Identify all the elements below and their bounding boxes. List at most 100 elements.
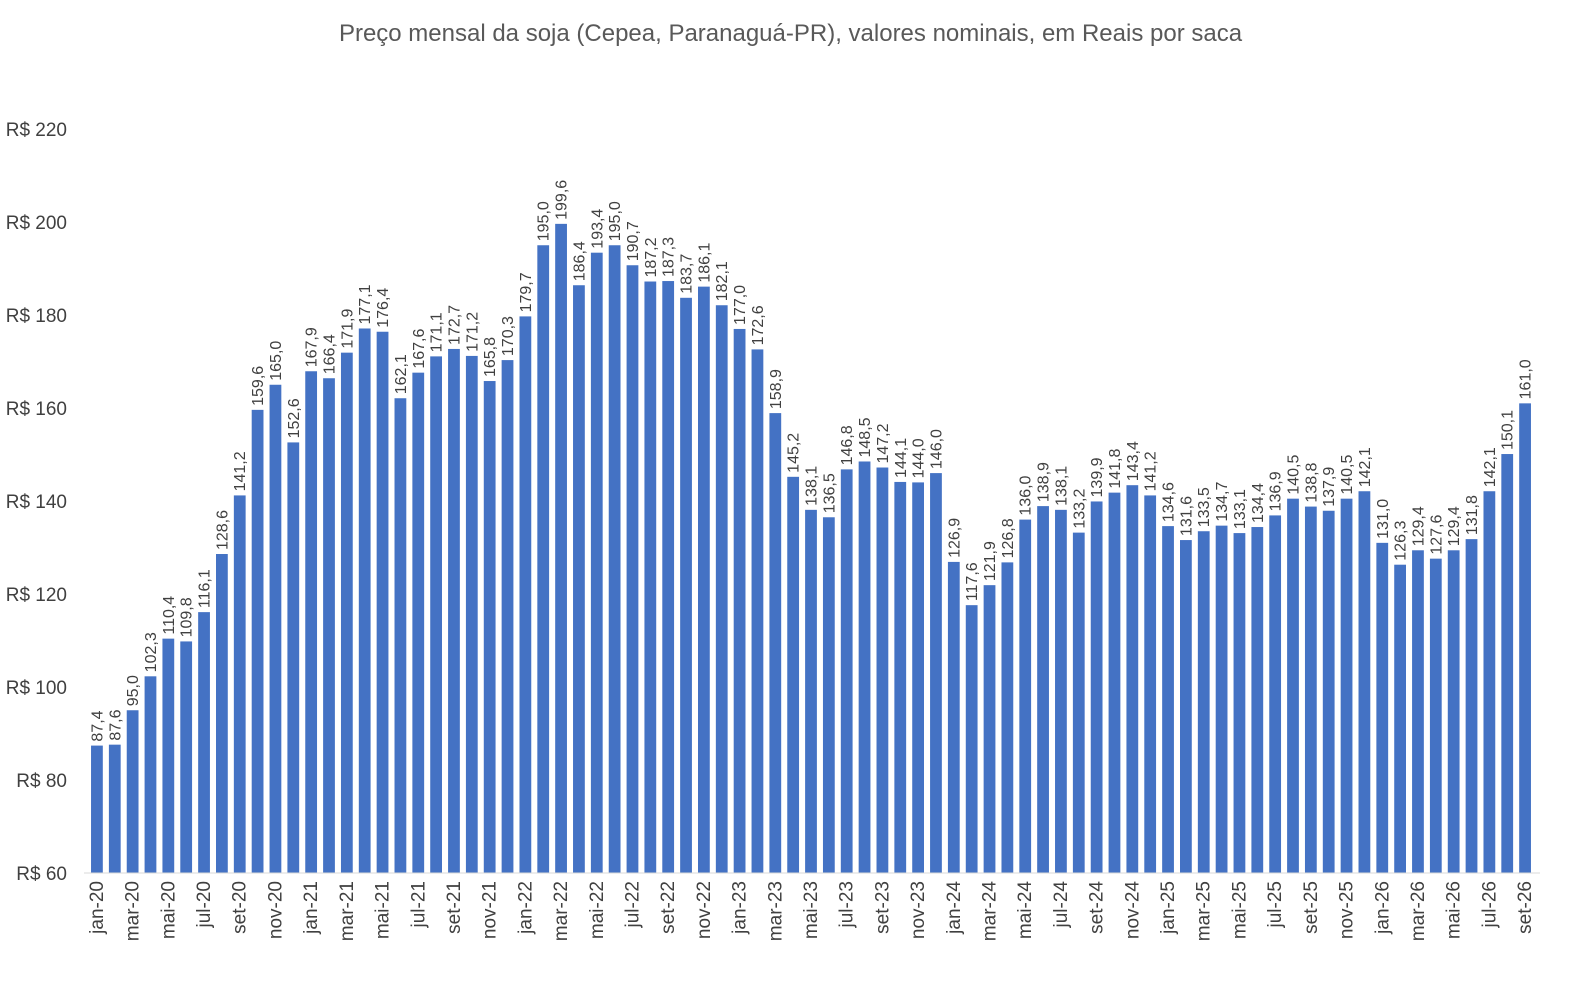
data-label-jul-23: 146,8: [839, 425, 856, 465]
bar-fev-22: [537, 245, 550, 873]
bar-fev-26: [1394, 564, 1406, 873]
bar-mar-26: [1412, 550, 1424, 873]
data-label-ago-26: 150,1: [1500, 410, 1517, 450]
bar-jul-25: [1269, 515, 1282, 873]
bar-nov-24: [1126, 485, 1139, 873]
bar-dez-24: [1144, 495, 1157, 873]
bar-nov-22: [698, 286, 710, 873]
data-label-jan-26: 131,0: [1375, 499, 1392, 539]
x-tick-label: jan-25: [1158, 881, 1179, 935]
bar-dez-23: [930, 473, 942, 873]
data-label-abr-23: 145,2: [786, 433, 803, 473]
data-label-jul-26: 142,1: [1482, 447, 1499, 487]
bar-nov-21: [483, 381, 496, 873]
data-label-dez-21: 170,3: [500, 316, 517, 356]
bar-abr-25: [1215, 525, 1228, 873]
data-label-mar-24: 121,9: [982, 541, 999, 581]
data-label-set-21: 172,7: [446, 305, 463, 345]
data-label-nov-25: 140,5: [1339, 455, 1356, 495]
bar-dez-25: [1358, 491, 1371, 873]
bar-mai-23: [805, 509, 817, 873]
x-tick-label: set-24: [1087, 881, 1108, 934]
x-tick-label: mai-23: [801, 881, 822, 939]
bar-fev-20: [108, 744, 121, 873]
x-tick-label: jan-20: [87, 881, 108, 935]
bar-jun-26: [1465, 539, 1478, 873]
bar-ago-26: [1501, 454, 1514, 873]
bar-series: [91, 223, 1531, 874]
x-axis-tick-labels: jan-20 mar-20 mai-20 jul-20 set-20 nov-20 jan-…: [87, 881, 1536, 942]
x-tick-label: jan-21: [301, 881, 322, 935]
x-tick-label: mar-26: [1408, 881, 1429, 941]
x-tick-label: set-20: [230, 881, 251, 934]
bar-jun-22: [608, 245, 621, 873]
bar-jun-21: [394, 398, 407, 873]
x-tick-label: mar-25: [1194, 881, 1215, 941]
data-label-mai-22: 193,4: [589, 209, 606, 249]
x-tick-label: nov-23: [908, 881, 929, 939]
x-tick-label: mai-20: [158, 881, 179, 939]
data-label-abr-24: 126,8: [1000, 518, 1017, 558]
bar-mai-20: [162, 638, 175, 873]
bar-mar-24: [983, 585, 996, 873]
data-label-jan-24: 126,9: [946, 518, 963, 558]
data-label-fev-22: 195,0: [536, 201, 553, 241]
y-tick-label: R$ 80: [16, 771, 67, 792]
bar-out-20: [251, 409, 264, 873]
chart-title: Preço mensal da soja (Cepea, Paranaguá-P…: [338, 20, 1243, 47]
data-label-out-21: 171,2: [464, 312, 481, 352]
bar-fev-24: [965, 605, 978, 873]
x-tick-label: set-23: [872, 881, 893, 934]
data-label-out-22: 183,7: [679, 254, 696, 294]
bar-mai-26: [1447, 550, 1460, 873]
data-label-jun-26: 131,8: [1464, 495, 1481, 535]
data-label-out-20: 159,6: [250, 366, 267, 406]
bar-ago-23: [858, 461, 871, 873]
data-label-dez-20: 152,6: [286, 398, 303, 438]
bar-out-21: [465, 355, 478, 873]
data-label-dez-24: 141,2: [1143, 451, 1160, 491]
x-tick-label: jul-25: [1265, 881, 1286, 928]
x-tick-label: mai-21: [373, 881, 394, 939]
data-label-mar-26: 129,4: [1410, 506, 1427, 546]
x-tick-label: jul-23: [837, 881, 858, 928]
data-label-mai-21: 176,4: [375, 288, 392, 328]
data-label-abr-25: 134,7: [1214, 481, 1231, 521]
data-label-abr-26: 127,6: [1428, 515, 1445, 555]
x-tick-label: nov-21: [480, 881, 501, 939]
x-tick-label: mai-25: [1229, 881, 1250, 939]
data-label-mar-20: 95,0: [125, 675, 142, 706]
data-label-nov-20: 165,0: [268, 341, 285, 381]
bar-ago-25: [1287, 498, 1299, 873]
bar-jan-24: [947, 561, 960, 873]
data-label-set-24: 139,9: [1089, 457, 1106, 497]
data-label-fev-21: 166,4: [322, 334, 339, 374]
data-label-jan-25: 134,6: [1161, 482, 1178, 522]
bar-jan-25: [1162, 526, 1174, 873]
data-label-ago-24: 133,2: [1071, 488, 1088, 528]
x-tick-label: jul-22: [622, 881, 643, 928]
data-label-ago-22: 187,2: [643, 237, 660, 277]
x-tick-label: nov-22: [694, 881, 715, 939]
bar-out-22: [680, 297, 692, 873]
x-tick-label: jul-21: [408, 881, 429, 928]
data-label-mai-20: 110,4: [161, 596, 178, 635]
data-label-mar-21: 171,9: [339, 309, 356, 349]
x-tick-label: nov-25: [1337, 881, 1358, 939]
data-label-out-25: 137,9: [1321, 467, 1338, 507]
bar-mai-21: [376, 331, 389, 873]
x-tick-label: jul-24: [1051, 881, 1072, 929]
bar-mar-23: [769, 413, 782, 873]
data-label-jan-23: 177,0: [732, 285, 749, 325]
data-label-mai-25: 133,1: [1232, 489, 1249, 529]
bar-abr-20: [144, 676, 157, 873]
data-label-abr-21: 177,1: [357, 284, 374, 324]
bar-mar-22: [555, 223, 567, 874]
x-tick-label: jan-22: [515, 881, 536, 935]
data-label-jun-24: 138,9: [1036, 462, 1053, 502]
bar-jan-26: [1376, 542, 1389, 873]
y-tick-label: R$ 160: [6, 399, 67, 420]
bar-fev-21: [323, 378, 335, 873]
bar-fev-23: [751, 349, 764, 873]
